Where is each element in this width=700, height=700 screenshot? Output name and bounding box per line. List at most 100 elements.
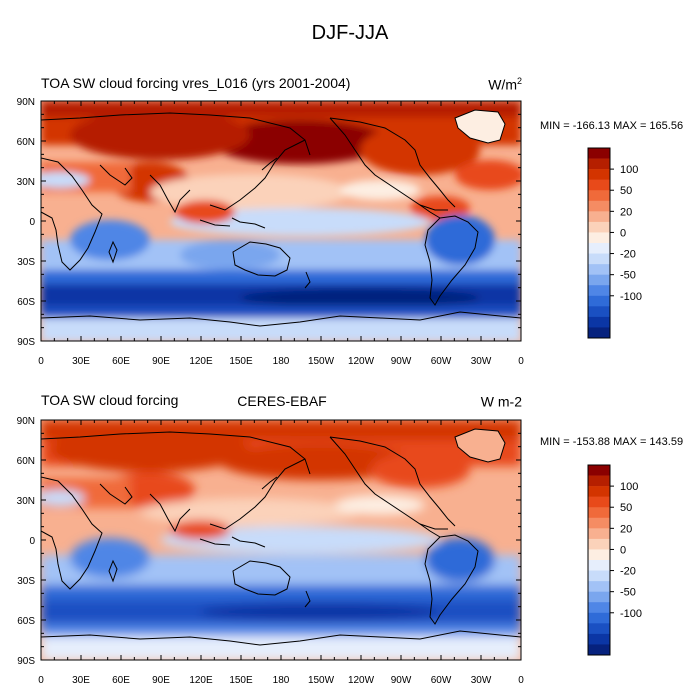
x-tick-label: 90W — [391, 356, 412, 367]
colorbar-swatch — [588, 591, 610, 603]
x-tick-label: 180 — [273, 675, 290, 686]
panel-2-title-left: TOA SW cloud forcing — [41, 392, 179, 408]
colorbar-swatch — [588, 179, 610, 191]
x-tick-label: 0 — [518, 356, 524, 367]
x-tick-label: 120E — [189, 675, 213, 686]
y-tick-label: 30N — [17, 177, 35, 188]
colorbar-label: -20 — [620, 249, 636, 261]
colorbar-swatch — [588, 316, 610, 328]
panel-1-colorbar: 100 50 20 0 -20 -50 -100 — [587, 147, 642, 339]
panel-1-coastlines — [41, 109, 521, 327]
colorbar-label: 0 — [620, 544, 626, 556]
panel-1-units-base: W/m — [488, 76, 517, 93]
colorbar-swatch — [588, 602, 610, 614]
y-tick-label: 30N — [17, 496, 35, 507]
colorbar-swatch — [588, 274, 610, 286]
colorbar-swatch — [588, 190, 610, 202]
colorbar-label: -20 — [620, 566, 636, 578]
y-tick-label: 90N — [17, 97, 35, 108]
colorbar-frame — [587, 464, 611, 656]
panel-1-title-left: TOA SW cloud forcing vres_L016 (yrs 2001… — [41, 75, 351, 91]
y-tick-label: 60N — [17, 137, 35, 148]
colorbar-swatch — [588, 612, 610, 624]
x-tick-label: 0 — [38, 356, 44, 367]
panel-1-map: 0 30E 60E 90E 120E 150E 180 150W 120W 90W 60W 30W 09… — [17, 97, 525, 367]
y-tick-label: 60S — [17, 297, 35, 308]
colorbar-swatch — [588, 264, 610, 275]
x-tick-label: 150E — [229, 356, 253, 367]
colorbar-label: 50 — [620, 502, 632, 514]
colorbar-swatch — [588, 285, 610, 297]
x-tick-label: 60W — [431, 356, 452, 367]
colorbar-swatch — [588, 295, 610, 307]
y-tick-label: 90N — [17, 416, 35, 427]
y-tick-label: 0 — [29, 536, 35, 547]
x-tick-label: 0 — [518, 675, 524, 686]
colorbar-swatch — [588, 517, 610, 529]
colorbar-swatch — [588, 528, 610, 540]
x-tick-label: 120E — [189, 356, 213, 367]
colorbar-swatch — [588, 475, 610, 487]
x-tick-label: 90W — [391, 675, 412, 686]
y-tick-label: 90S — [17, 656, 35, 667]
colorbar-frame — [587, 147, 611, 339]
x-tick-label: 30W — [471, 356, 492, 367]
panel-2-title-center: CERES-EBAF — [237, 393, 327, 409]
x-tick-label: 30E — [72, 675, 90, 686]
panel-2-coastlines — [41, 428, 521, 646]
panel-2-colorbar: 100 50 20 0 -20 -50 -100 — [587, 464, 642, 656]
x-tick-label: 30E — [72, 356, 90, 367]
colorbar-swatch — [588, 486, 610, 497]
colorbar-swatch — [588, 549, 610, 561]
colorbar-swatch — [588, 221, 610, 233]
colorbar-label: 0 — [620, 227, 626, 239]
colorbar-swatch — [588, 633, 610, 645]
y-tick-label: 30S — [17, 257, 35, 268]
colorbar-swatch — [588, 243, 610, 254]
y-tick-label: 0 — [29, 217, 35, 228]
colorbar-swatch — [588, 232, 610, 244]
colorbar-swatch — [588, 148, 610, 159]
y-tick-label: 60S — [17, 616, 35, 627]
panel-2-axes: 0 30E 60E 90E 120E 150E 180 150W 120W 90W 60W 30W 09… — [17, 416, 525, 686]
panel-2-contour-field — [41, 420, 521, 660]
colorbar-swatch — [588, 507, 610, 519]
panel-1-minmax: MIN = -166.13 MAX = 165.56 — [540, 120, 684, 132]
colorbar-swatch — [588, 538, 610, 550]
colorbar-swatch — [588, 644, 610, 656]
colorbar-label: 20 — [620, 206, 632, 218]
colorbar-swatch — [588, 158, 610, 170]
panel-1-units: W/m2 — [488, 76, 522, 93]
colorbar-swatch — [588, 570, 610, 582]
x-tick-label: 90E — [152, 675, 170, 686]
colorbar-swatch — [588, 253, 610, 265]
figure-title: DJF-JJA — [311, 22, 389, 44]
colorbar-label: -100 — [620, 608, 642, 620]
x-tick-label: 150W — [308, 675, 335, 686]
panel-2-minmax: MIN = -153.88 MAX = 143.59 — [540, 436, 684, 448]
colorbar-swatch — [588, 200, 610, 212]
colorbar-swatch — [588, 306, 610, 318]
colorbar-swatch — [588, 465, 610, 476]
x-tick-label: 60E — [112, 675, 130, 686]
x-tick-label: 90E — [152, 356, 170, 367]
x-tick-label: 120W — [348, 356, 375, 367]
colorbar-swatch — [588, 169, 610, 180]
panel-1-units-sup: 2 — [516, 76, 522, 86]
x-tick-label: 120W — [348, 675, 375, 686]
y-tick-label: 90S — [17, 337, 35, 348]
colorbar-label: 20 — [620, 523, 632, 535]
colorbar-label: -100 — [620, 291, 642, 303]
colorbar-swatch — [588, 581, 610, 592]
panel-2-map: 0 30E 60E 90E 120E 150E 180 150W 120W 90W 60W 30W 09… — [17, 416, 525, 686]
x-tick-label: 60E — [112, 356, 130, 367]
colorbar-swatch — [588, 496, 610, 508]
y-tick-label: 30S — [17, 576, 35, 587]
x-tick-label: 150W — [308, 356, 335, 367]
x-tick-label: 150E — [229, 675, 253, 686]
colorbar-label: 100 — [620, 481, 638, 493]
x-tick-label: 180 — [273, 356, 290, 367]
colorbar-label: -50 — [620, 270, 636, 282]
colorbar-swatch — [588, 560, 610, 571]
